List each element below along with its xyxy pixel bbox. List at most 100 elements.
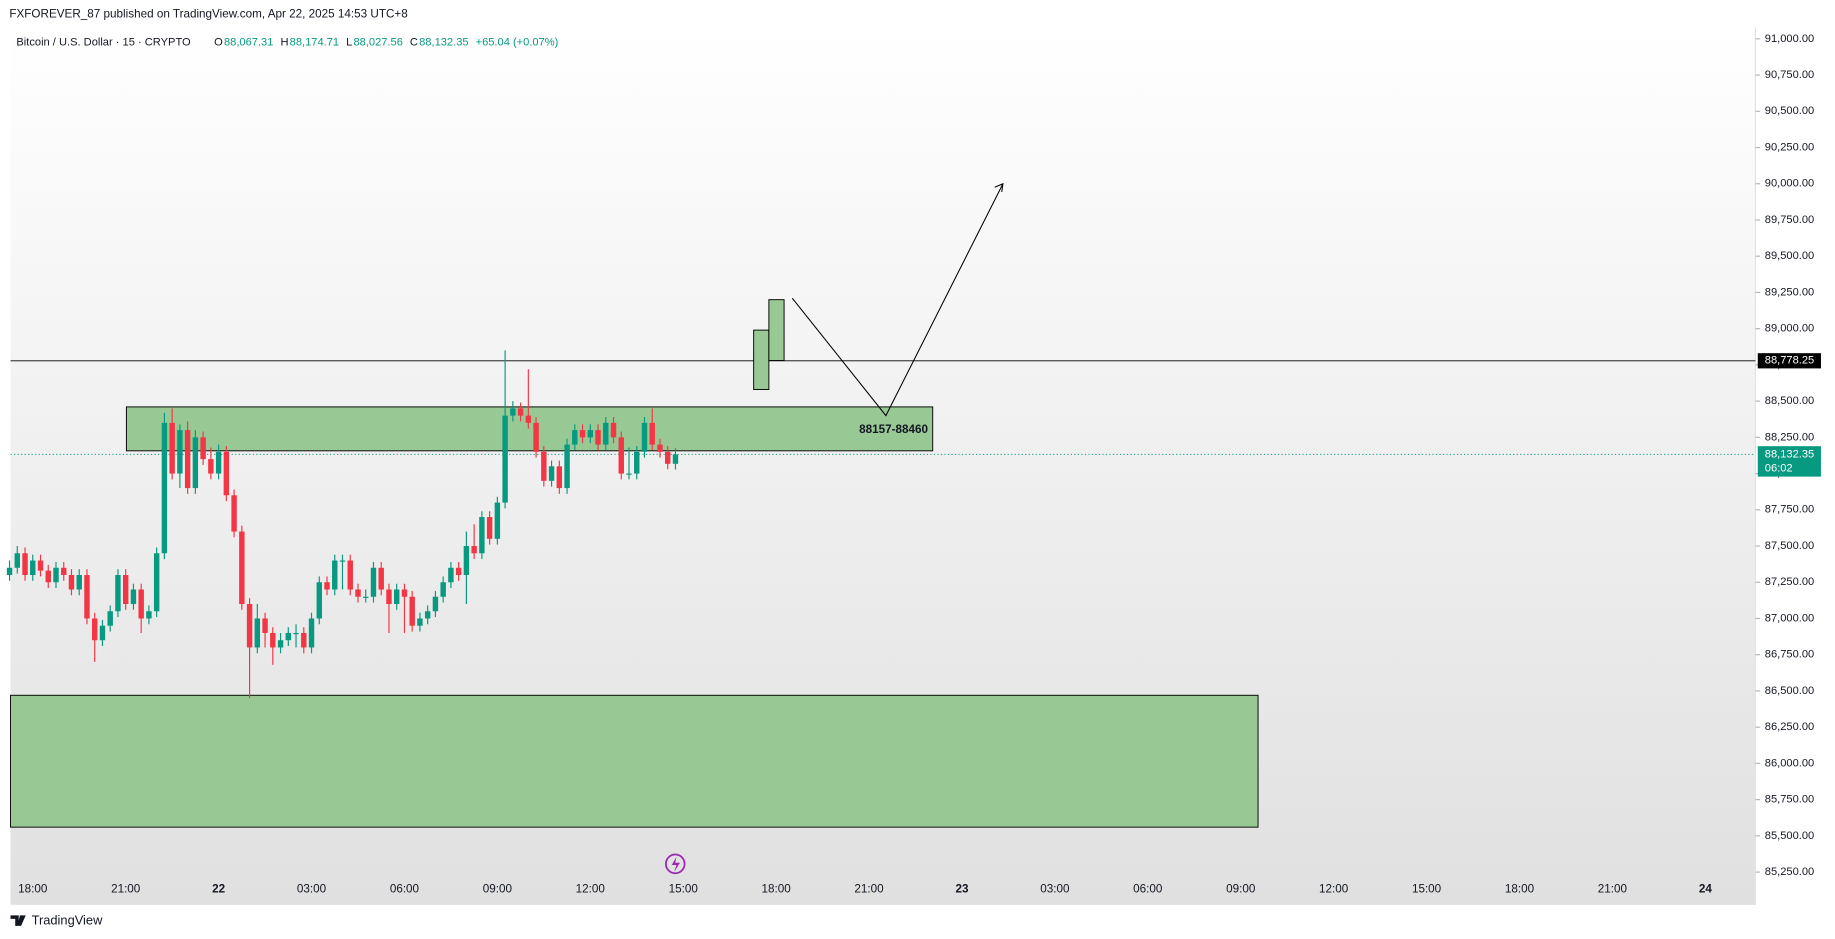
candle-body: [53, 567, 59, 583]
projection-arrow: [791, 183, 1004, 417]
candle-body: [37, 560, 44, 571]
candle-body: [595, 430, 601, 445]
plot: 85,250.00 85,500.00 85,750.00 86,000.00 86,2…: [6, 33, 1821, 896]
x-tick-label: 18:00: [1505, 883, 1535, 896]
y-tick-label: 90,250.00: [1765, 141, 1814, 153]
x-tick-label: 06:00: [390, 883, 420, 896]
logo: TradingView: [10, 913, 103, 928]
y-tick-label: 88,250.00: [1765, 431, 1814, 443]
candle-body: [626, 473, 632, 475]
candle-body: [672, 454, 679, 464]
x-tick-label: 03:00: [1040, 883, 1070, 896]
y-tick-label: 86,000.00: [1765, 757, 1814, 769]
candle-body: [401, 589, 408, 597]
candle-body: [332, 560, 338, 590]
candle-body: [432, 596, 439, 612]
candle-body: [223, 451, 230, 496]
candle-body: [215, 451, 222, 474]
ohlc-value: 88,174.71: [290, 36, 339, 48]
brand-name: TradingView: [32, 913, 103, 928]
candle-body: [138, 589, 144, 619]
candle-body: [424, 611, 431, 619]
candle-body: [68, 575, 75, 590]
x-tick-label: 12:00: [576, 883, 606, 896]
ohlc-key: O: [214, 36, 223, 48]
candle-body: [486, 517, 493, 539]
y-tick-label: 86,500.00: [1765, 685, 1814, 697]
candle-body: [130, 589, 137, 604]
candle-body: [239, 531, 245, 604]
candle-body: [107, 611, 113, 626]
candle-body: [440, 582, 446, 597]
candle-body: [22, 553, 28, 576]
candle-body: [463, 546, 470, 576]
candle-body: [270, 632, 276, 648]
candle-body: [45, 570, 51, 583]
candle-body: [510, 408, 516, 416]
zone-label: 88157-88460: [859, 423, 928, 436]
candle-body: [30, 560, 36, 576]
zone: [10, 694, 1259, 828]
candle-body: [618, 437, 624, 474]
candle-body: [339, 560, 346, 562]
candle-body: [192, 437, 199, 489]
candle-body: [455, 567, 462, 576]
ohlc-value: 88,067.31: [224, 36, 273, 48]
candle-body: [324, 582, 330, 590]
projection-box: [768, 299, 785, 362]
candle-body: [92, 618, 98, 641]
candle-body: [417, 618, 423, 626]
candle-body: [99, 625, 106, 641]
y-tick-label: 85,250.00: [1765, 866, 1814, 878]
y-tick-label: 90,500.00: [1765, 105, 1814, 117]
candle-body: [370, 567, 377, 597]
candle-body: [657, 444, 663, 452]
candle-body: [363, 596, 369, 598]
candle-body: [556, 466, 563, 489]
candle-body: [548, 466, 555, 481]
y-tick-label: 87,250.00: [1765, 576, 1814, 588]
y-tick-label: 89,500.00: [1765, 250, 1814, 262]
candle-body: [293, 632, 299, 635]
candle-body: [479, 517, 485, 554]
replay-bolt: [671, 856, 680, 873]
candle-body: [14, 553, 20, 568]
x-tick-label: 15:00: [669, 883, 699, 896]
candle-body: [386, 589, 392, 604]
x-tick-label: 09:00: [483, 883, 513, 896]
candle-body: [665, 451, 671, 464]
candle-body: [76, 575, 82, 590]
logo-icon: [10, 915, 26, 926]
y-tick-label: 88,500.00: [1765, 395, 1814, 407]
y-tick-label: 86,750.00: [1765, 649, 1814, 661]
candle-body: [533, 422, 539, 452]
candle-body: [169, 422, 175, 474]
candle-body: [146, 611, 152, 619]
candle-body: [285, 632, 292, 641]
candle-body: [641, 422, 648, 452]
y-tick-label: 90,000.00: [1765, 178, 1814, 190]
candle-body: [494, 502, 501, 539]
x-tick-label: 23: [955, 883, 969, 896]
candle-body: [115, 575, 121, 612]
y-tick-label: 87,750.00: [1765, 504, 1814, 516]
symbol-name: Bitcoin / U.S. Dollar · 15 · CRYPTO: [16, 36, 191, 48]
x-tick-label: 21:00: [1598, 883, 1628, 896]
ohlc-key: H: [280, 36, 288, 48]
candle-body: [246, 603, 253, 648]
y-tick-label: 89,750.00: [1765, 214, 1814, 226]
candle-body: [448, 567, 454, 583]
candle-body: [177, 430, 183, 474]
candle-body: [200, 437, 206, 460]
candle-body: [254, 618, 261, 648]
ohlc-key: C: [410, 36, 418, 48]
ohlc-value: 88,132.35: [419, 36, 468, 48]
x-tick-label: 24: [1699, 883, 1712, 896]
candle-body: [409, 596, 415, 626]
candle-body: [587, 430, 593, 438]
candle-body: [610, 422, 617, 438]
hline-label: 88,778.25: [1765, 355, 1814, 367]
candle-body: [471, 546, 477, 554]
x-tick-label: 03:00: [297, 883, 327, 896]
candle-body: [6, 567, 13, 576]
